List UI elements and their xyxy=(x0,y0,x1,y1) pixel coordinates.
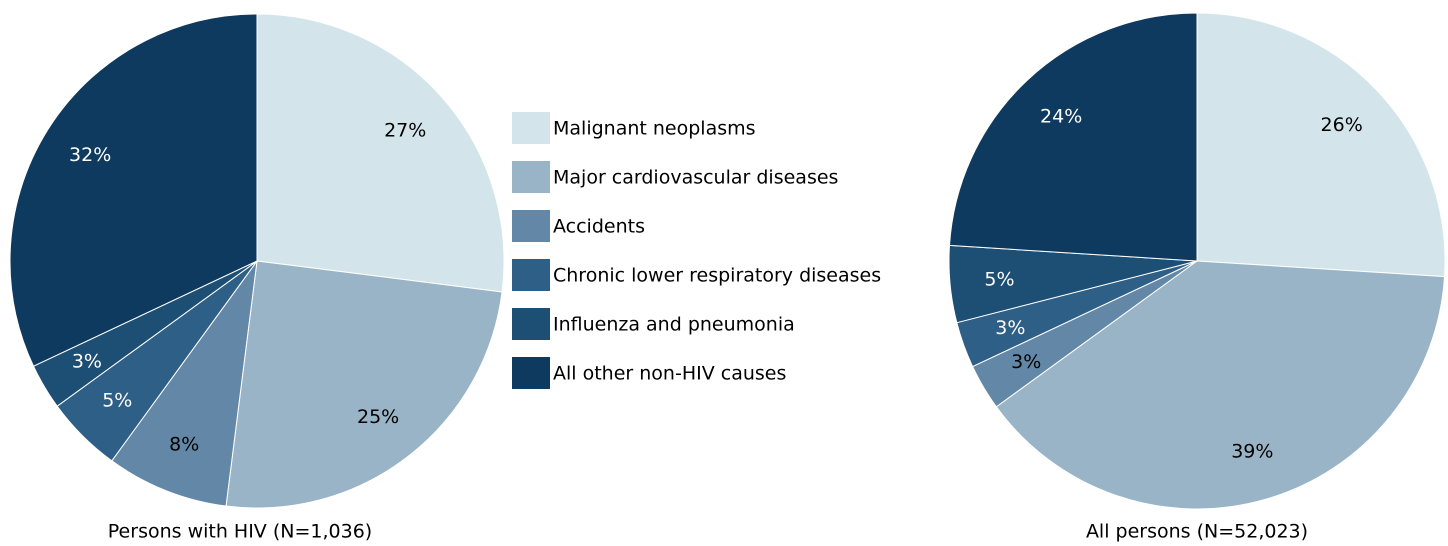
percent-sign: % xyxy=(1023,350,1041,372)
data-label-value: 8 xyxy=(169,433,181,455)
data-label-value: 3 xyxy=(1011,350,1023,372)
data-label-value: 3 xyxy=(72,350,84,372)
legend-label: All other non-HIV causes xyxy=(553,363,786,385)
legend-swatch xyxy=(512,161,550,193)
data-label: 39% xyxy=(1231,440,1273,462)
data-label-value: 27 xyxy=(384,119,408,141)
percent-sign: % xyxy=(84,350,102,372)
data-label-value: 5 xyxy=(984,268,996,290)
legend-swatch xyxy=(512,357,550,389)
percent-sign: % xyxy=(93,144,111,166)
data-label: 27% xyxy=(384,119,426,141)
data-label-value: 3 xyxy=(995,317,1007,339)
data-label: 8% xyxy=(169,433,199,455)
pie-slice xyxy=(995,260,1446,510)
data-label: 3% xyxy=(72,350,102,372)
pie-slice xyxy=(948,12,1198,262)
data-label-value: 26 xyxy=(1321,114,1345,136)
data-label: 3% xyxy=(1011,350,1041,372)
legend-swatch xyxy=(512,259,550,291)
legend-label: Influenza and pneumonia xyxy=(553,314,795,336)
percent-sign: % xyxy=(181,433,199,455)
pie-slice xyxy=(256,13,505,293)
legend-label: Accidents xyxy=(553,216,645,238)
pie-title: Persons with HIV (N=1,036) xyxy=(108,521,372,543)
data-label: 5% xyxy=(984,268,1014,290)
data-label: 25% xyxy=(357,406,399,428)
percent-sign: % xyxy=(1345,114,1363,136)
data-label: 32% xyxy=(69,144,111,166)
data-label-value: 5 xyxy=(102,389,114,411)
percent-sign: % xyxy=(408,119,426,141)
legend-swatch xyxy=(512,308,550,340)
legend-swatch xyxy=(512,112,550,144)
pie-slice xyxy=(9,13,258,367)
data-label-value: 39 xyxy=(1231,440,1255,462)
percent-sign: % xyxy=(381,406,399,428)
percent-sign: % xyxy=(1255,440,1273,462)
data-label-value: 24 xyxy=(1040,105,1064,127)
legend-swatch xyxy=(512,210,550,242)
percent-sign: % xyxy=(996,268,1014,290)
data-label: 5% xyxy=(102,389,132,411)
data-label-value: 32 xyxy=(69,144,93,166)
pie-slice xyxy=(111,260,258,507)
data-label: 24% xyxy=(1040,105,1082,127)
legend-label: Malignant neoplasms xyxy=(553,118,756,140)
legend-label: Chronic lower respiratory diseases xyxy=(553,265,881,287)
percent-sign: % xyxy=(1064,105,1082,127)
data-label-value: 25 xyxy=(357,406,381,428)
percent-sign: % xyxy=(114,389,132,411)
percent-sign: % xyxy=(1007,317,1025,339)
pie-slice xyxy=(1196,12,1446,278)
pie-title: All persons (N=52,023) xyxy=(1086,521,1308,543)
data-label: 3% xyxy=(995,317,1025,339)
legend-label: Major cardiovascular diseases xyxy=(553,167,838,189)
data-label: 26% xyxy=(1321,114,1363,136)
pie-slice xyxy=(225,260,503,509)
